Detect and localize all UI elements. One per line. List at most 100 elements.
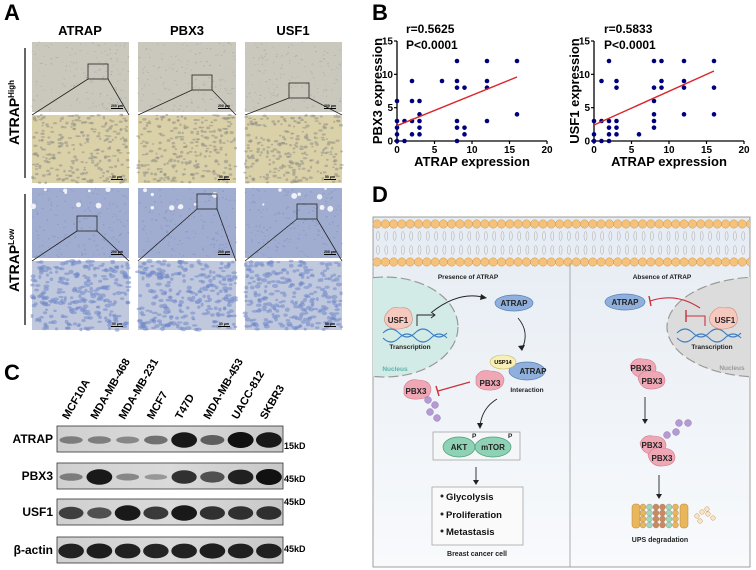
panel-label-d: D — [372, 182, 388, 207]
x-tick-label: 5 — [432, 145, 438, 156]
data-point — [681, 112, 687, 117]
lipid-head — [538, 219, 548, 229]
lipid-head — [546, 219, 556, 229]
y-tick-label: 5 — [387, 103, 393, 114]
lipid-head — [596, 257, 606, 267]
data-point — [711, 112, 717, 117]
lipid-head — [397, 257, 407, 267]
scatter-plot-pbx3: r=0.5625 P<0.0001 PBX3 expression ATRAP … — [370, 22, 553, 169]
blot-actin — [56, 536, 284, 564]
x-tick-label: 0 — [591, 145, 597, 156]
lipid-head — [397, 219, 407, 229]
lipid-head — [455, 219, 465, 229]
protein-band — [171, 470, 197, 484]
protein-band — [255, 469, 282, 485]
scale-bar-label: 50 μm — [219, 322, 229, 326]
data-point — [394, 125, 400, 130]
data-point — [636, 132, 642, 137]
pbx3-complex-label: PBX3 — [480, 379, 501, 388]
ihc-image: 200 μm — [137, 42, 237, 116]
protein-band — [256, 506, 282, 520]
x-tick-label: 0 — [394, 145, 400, 156]
lipid-head — [530, 257, 540, 267]
lipid-head — [513, 257, 523, 267]
scale-bar-label: 50 μm — [112, 322, 122, 326]
lipid-head — [737, 219, 747, 229]
data-point — [462, 125, 467, 130]
dna-icon — [382, 328, 448, 343]
lipid-head — [687, 257, 697, 267]
x-tick-label: 20 — [541, 145, 553, 156]
lipid-head — [629, 219, 639, 229]
lipid-head — [380, 219, 390, 229]
atrap-protein — [604, 293, 646, 311]
lipid-head — [721, 257, 731, 267]
inhibition-icon — [437, 381, 471, 392]
scale-bar-label: 200 μm — [324, 104, 336, 108]
lipid-head — [438, 219, 448, 229]
lipid-head — [571, 219, 581, 229]
pbx3-ub-label: PBX3 — [406, 387, 427, 396]
transcription-label: Transcription — [389, 344, 430, 351]
correlation-r: r=0.5625 — [406, 22, 455, 36]
lipid-head — [729, 257, 739, 267]
interaction-label: Interaction — [510, 387, 543, 394]
regression-line — [593, 70, 715, 126]
blot-atrap — [56, 425, 284, 453]
svg-text:PBX3: PBX3 — [642, 377, 663, 386]
data-point — [484, 78, 490, 84]
inhibition-icon — [686, 315, 706, 326]
lipid-head — [629, 257, 639, 267]
scale-bar-label: 50 μm — [112, 175, 122, 179]
data-point — [417, 118, 422, 124]
mtor-label: mTOR — [481, 443, 505, 452]
panel-label-b: B — [372, 0, 388, 25]
data-point — [711, 85, 717, 90]
lipid-head — [580, 257, 589, 267]
lane-label: SKBR3 — [258, 383, 287, 421]
lipid-head — [704, 257, 714, 267]
scale-bar-label: 50 μm — [219, 175, 229, 179]
column-header-pbx3: PBX3 — [170, 23, 204, 38]
protein-band — [86, 543, 113, 559]
data-point — [409, 98, 415, 104]
ihc-image: 50 μm — [242, 259, 344, 331]
data-point — [614, 118, 619, 124]
protein-band — [228, 506, 254, 520]
protein-band — [227, 432, 254, 448]
protein-band — [200, 435, 225, 445]
zoom-region-box — [76, 215, 98, 232]
ihc-image: 50 μm — [134, 258, 238, 332]
data-point — [614, 85, 619, 90]
lipid-head — [538, 257, 548, 267]
scatter-plot-usf1: r=0.5833 P<0.0001 USF1 expression ATRAP … — [567, 22, 750, 169]
lipid-head — [746, 219, 750, 229]
ihc-image: 200 μm — [244, 187, 343, 262]
presence-title: Presence of ATRAP — [438, 274, 499, 281]
molecular-weight-marker: 45kD — [284, 474, 306, 484]
y-tick-label: 10 — [579, 70, 591, 81]
scale-bar-label: 200 μm — [218, 104, 230, 108]
ups-degradation-label: UPS degradation — [632, 537, 688, 544]
protein-band — [114, 543, 141, 559]
data-point — [484, 58, 490, 64]
lipid-head — [687, 219, 697, 229]
data-point — [711, 58, 717, 64]
dna-icon — [676, 328, 742, 343]
blot-label: ATRAP — [13, 432, 53, 446]
y-tick-label: 10 — [382, 70, 394, 81]
breast-cancer-cell-label: Breast cancer cell — [447, 551, 507, 558]
svg-text:PBX3: PBX3 — [642, 441, 663, 450]
data-point — [417, 98, 422, 104]
ubiquitin-icon — [675, 419, 683, 427]
data-point — [681, 58, 687, 64]
lipid-head — [438, 257, 448, 267]
row-label-atrap-high: ATRAPHigh — [6, 80, 22, 145]
absence-title: Absence of ATRAP — [633, 274, 692, 281]
lipid-head — [513, 219, 523, 229]
lipid-head — [389, 219, 399, 229]
data-point — [651, 125, 657, 130]
data-point — [484, 118, 490, 124]
protein-band — [227, 469, 254, 485]
phospho-label: P — [508, 433, 513, 440]
